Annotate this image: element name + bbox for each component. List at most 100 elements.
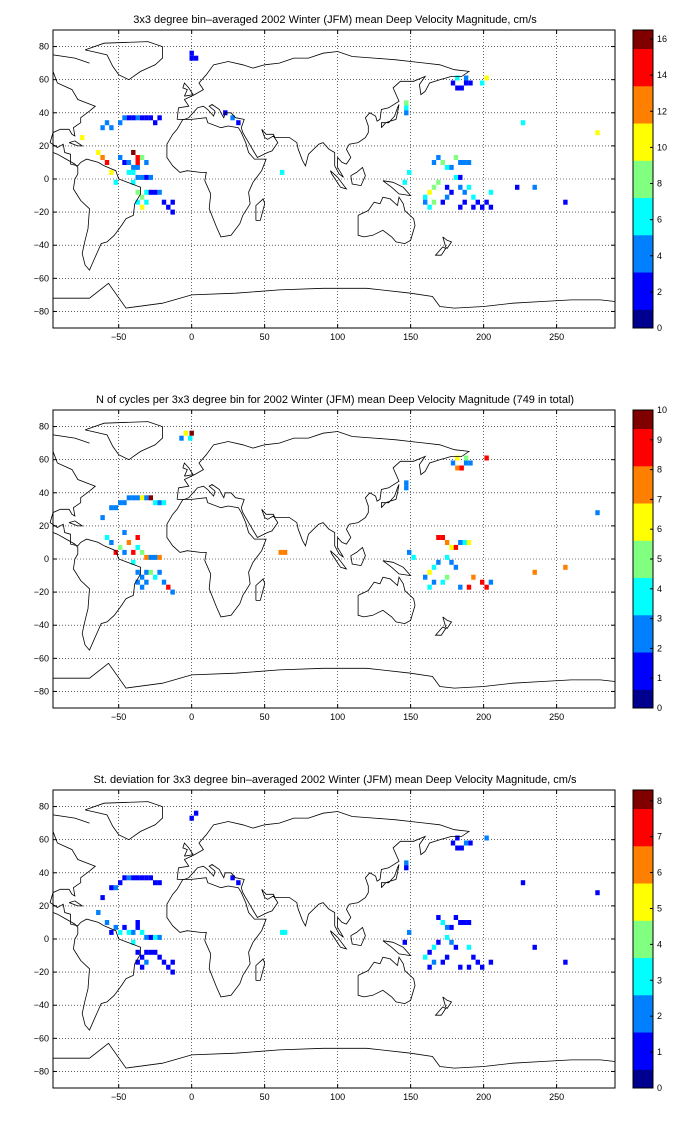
- data-cell: [466, 920, 472, 925]
- data-cell: [144, 160, 149, 165]
- colorbar-segment: [633, 614, 653, 620]
- colorbar-segment: [633, 1069, 653, 1075]
- y-tick-label: 0: [44, 554, 49, 564]
- data-cell: [484, 835, 489, 841]
- colorbar-segment: [633, 1074, 653, 1080]
- colorbar-tick-label: 1: [657, 673, 662, 683]
- colorbar-segment: [633, 493, 653, 499]
- data-cell: [468, 460, 473, 466]
- data-cell: [135, 544, 140, 550]
- data-cell: [484, 75, 489, 81]
- colorbar-segment: [633, 656, 653, 662]
- x-tick-label: 150: [403, 712, 418, 722]
- colorbar-segment: [633, 517, 653, 523]
- data-cell: [444, 194, 450, 200]
- data-cell: [423, 194, 428, 200]
- data-cell: [122, 549, 127, 555]
- data-cell: [189, 55, 194, 61]
- y-tick-label: −20: [34, 967, 49, 977]
- data-cell: [453, 155, 459, 160]
- y-tick-label: 80: [39, 802, 49, 812]
- colorbar-segment: [633, 1050, 653, 1056]
- data-cell: [122, 160, 127, 165]
- data-cell: [520, 880, 526, 886]
- y-tick-label: 20: [39, 141, 49, 151]
- colorbar-segment: [633, 980, 653, 986]
- coastline: [166, 877, 267, 998]
- data-cell: [475, 199, 480, 205]
- data-cell: [595, 130, 600, 136]
- coastline: [382, 560, 412, 577]
- colorbar-tick-label: 4: [657, 584, 662, 594]
- coastline: [330, 170, 348, 190]
- colorbar-segment: [633, 244, 653, 250]
- y-tick-label: 20: [39, 521, 49, 531]
- data-cell: [449, 939, 454, 945]
- data-cell: [444, 164, 450, 170]
- colorbar-segment: [633, 610, 653, 616]
- colorbar-segment: [633, 948, 653, 954]
- data-cell: [135, 579, 140, 585]
- y-tick-label: −40: [34, 240, 49, 250]
- colorbar-segment: [633, 689, 653, 695]
- data-cell: [440, 579, 445, 585]
- colorbar-segment: [633, 698, 653, 704]
- data-cell: [462, 160, 467, 165]
- colorbar-segment: [633, 642, 653, 648]
- data-cell: [471, 194, 476, 200]
- data-cell: [139, 929, 145, 935]
- data-cell: [109, 125, 114, 131]
- colorbar-segment: [633, 48, 653, 54]
- colorbar-segment: [633, 1004, 653, 1010]
- coastline: [382, 940, 412, 957]
- data-cell: [135, 875, 140, 881]
- colorbar-segment: [633, 419, 653, 425]
- chart-title: St. deviation for 3x3 degree bin–average…: [93, 774, 577, 786]
- data-cell: [455, 455, 460, 461]
- coastline: [382, 180, 412, 197]
- data-cell: [563, 199, 568, 205]
- colorbar-segment: [633, 540, 653, 546]
- data-cell: [135, 115, 140, 121]
- data-cell: [96, 150, 101, 155]
- data-cell: [280, 169, 285, 175]
- data-cell: [444, 924, 450, 930]
- data-cell: [139, 584, 145, 590]
- data-cell: [463, 80, 469, 86]
- data-cell: [139, 174, 145, 180]
- data-cell: [471, 574, 476, 580]
- colorbar-segment: [633, 559, 653, 565]
- colorbar-segment: [633, 1041, 653, 1047]
- data-cell: [100, 515, 105, 521]
- data-cell: [449, 164, 454, 170]
- colorbar-segment: [633, 619, 653, 625]
- colorbar-segment: [633, 67, 653, 73]
- colorbar-segment: [633, 906, 653, 912]
- map-plot: −50 0 50 100 150 200 250 −80 −60 −40 −20 0 20 40 60 80: [34, 409, 616, 722]
- colorbar-tick-label: 2: [657, 1011, 662, 1021]
- colorbar-segment: [633, 272, 653, 278]
- data-cell: [139, 495, 145, 501]
- colorbar-segment: [633, 680, 653, 686]
- colorbar-segment: [633, 113, 653, 119]
- data-cell: [135, 160, 140, 165]
- colorbar-segment: [633, 309, 653, 315]
- data-cell: [436, 559, 441, 565]
- data-cell: [440, 920, 445, 925]
- y-tick-label: 80: [39, 42, 49, 52]
- colorbar-segment: [633, 1022, 653, 1028]
- colorbar-segment: [633, 572, 653, 579]
- colorbar-segment: [633, 957, 653, 963]
- coastline: [53, 282, 616, 309]
- data-cell: [157, 934, 162, 940]
- y-tick-label: 60: [39, 835, 49, 845]
- data-cell: [282, 929, 288, 935]
- data-cell: [153, 949, 158, 955]
- colorbar-segment: [633, 90, 653, 96]
- colorbar-segment: [633, 813, 653, 819]
- data-cell: [183, 430, 188, 436]
- data-cell: [144, 934, 149, 940]
- colorbar-segment: [633, 489, 653, 495]
- y-tick-label: −20: [34, 207, 49, 217]
